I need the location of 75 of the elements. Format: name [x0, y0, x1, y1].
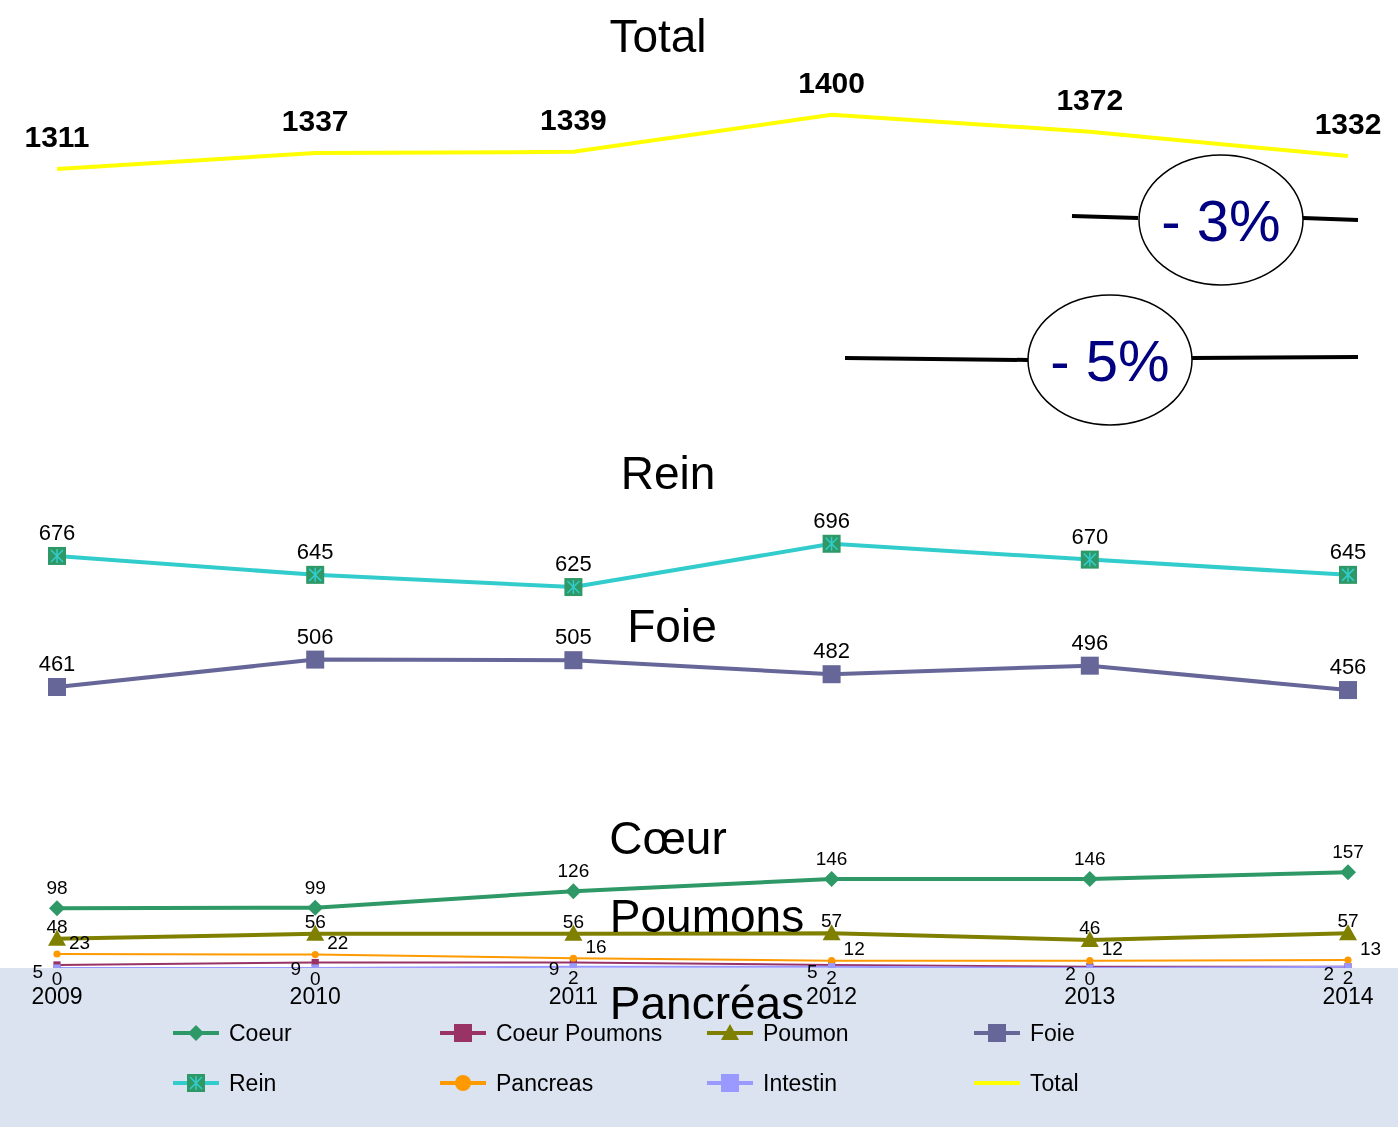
legend-label: Intestin — [763, 1069, 838, 1097]
point — [569, 954, 577, 962]
data-label: 2 — [1065, 962, 1076, 984]
point — [49, 900, 65, 917]
data-label: 645 — [1329, 538, 1367, 564]
point — [564, 651, 583, 670]
x-tick-label: 2014 — [1322, 983, 1374, 1010]
data-label: 126 — [557, 860, 590, 882]
data-label: 5 — [807, 960, 818, 982]
annotation: Cœur — [609, 812, 727, 864]
data-label: 506 — [296, 623, 334, 649]
data-label: 482 — [813, 638, 850, 664]
point — [823, 871, 840, 888]
data-label: 1339 — [540, 102, 607, 136]
point — [48, 678, 66, 697]
x-tick-label: 2011 — [548, 983, 599, 1010]
point — [1339, 681, 1357, 700]
data-label: 1400 — [798, 65, 865, 99]
data-label: 505 — [555, 624, 592, 650]
data-label: 2 — [1323, 962, 1334, 984]
data-label: 146 — [815, 848, 848, 870]
data-label: 13 — [1360, 937, 1382, 959]
data-label: 1311 — [24, 119, 90, 153]
point — [307, 899, 324, 916]
data-label: 676 — [38, 519, 76, 545]
annotation: Poumons — [609, 890, 805, 942]
data-label: 56 — [562, 910, 584, 932]
legend-label: Foie — [1030, 1019, 1075, 1047]
data-label: 56 — [304, 910, 326, 932]
data-label: 57 — [1337, 910, 1359, 932]
data-label: 99 — [304, 876, 326, 898]
point — [565, 883, 582, 900]
annotation: Rein — [620, 447, 716, 499]
data-label: 496 — [1071, 629, 1109, 655]
point — [1086, 957, 1094, 965]
data-label: 12 — [843, 938, 865, 960]
data-label: 1337 — [281, 104, 349, 138]
data-label: 12 — [1101, 938, 1123, 960]
legend-label: Pancreas — [496, 1069, 594, 1097]
data-label: 57 — [821, 910, 843, 932]
data-label: 1332 — [1314, 107, 1382, 141]
point — [306, 650, 325, 669]
data-label: 16 — [585, 935, 607, 957]
point — [53, 950, 61, 958]
data-label: 625 — [555, 551, 592, 577]
point — [1340, 864, 1356, 881]
x-tick-label: 2012 — [806, 983, 858, 1010]
legend-label: Coeur — [229, 1019, 292, 1047]
data-label: 9 — [548, 958, 560, 980]
point — [822, 665, 841, 684]
annotation: Foie — [627, 600, 717, 652]
data-label: 696 — [813, 507, 850, 533]
data-label: 46 — [1079, 916, 1101, 938]
data-label: 5 — [32, 960, 43, 982]
data-label: 98 — [46, 877, 68, 899]
data-label: 456 — [1329, 654, 1367, 680]
data-label: 157 — [1332, 841, 1364, 863]
data-label: 48 — [46, 915, 68, 937]
point — [828, 957, 836, 965]
data-label: 146 — [1073, 848, 1106, 870]
legend-label: Total — [1030, 1069, 1079, 1097]
point — [311, 950, 319, 959]
point — [1344, 956, 1352, 964]
legend-label: Rein — [229, 1069, 277, 1097]
annotation: - 5% — [1050, 327, 1170, 393]
legend-label: Coeur Poumons — [496, 1019, 663, 1047]
text: Total — [609, 10, 707, 62]
data-label: 645 — [296, 538, 334, 564]
data-label: 9 — [290, 958, 302, 980]
annotation: - 3% — [1161, 187, 1281, 253]
data-label: 670 — [1071, 523, 1109, 549]
point — [1080, 656, 1099, 675]
data-label: 22 — [327, 932, 349, 954]
data-label: 1372 — [1056, 82, 1124, 116]
data-label: 461 — [38, 651, 76, 677]
